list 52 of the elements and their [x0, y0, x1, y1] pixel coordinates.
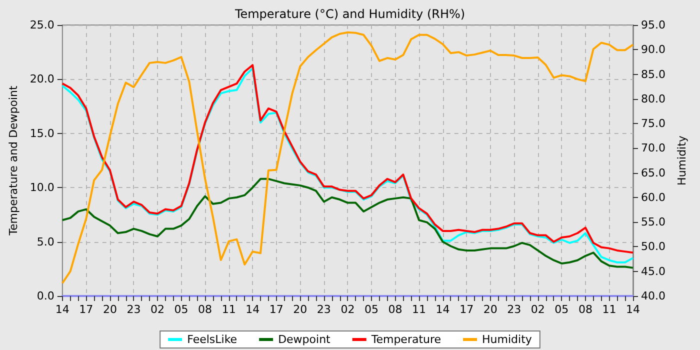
y2-tick-label: 50.0 [641, 240, 666, 254]
x-tick-label: 20 [483, 303, 498, 316]
legend-label: Dewpoint [278, 333, 332, 346]
x-tick-label: 02 [340, 303, 355, 316]
x-tick-label: 20 [102, 303, 117, 316]
x-tick-label: 20 [293, 303, 308, 316]
line-series [61, 31, 634, 284]
x-tick-label: 14 [55, 303, 70, 316]
x-tick-label: 05 [554, 303, 569, 316]
y2-tick-label: 70.0 [641, 142, 666, 155]
y2-tick-label: 55.0 [641, 216, 666, 229]
y-tick-label: 5.0 [36, 235, 54, 248]
x-tick-label: 08 [388, 303, 402, 316]
x-tick-label: 17 [79, 303, 94, 316]
x-tick-label: 23 [507, 303, 522, 316]
legend-label: Temperature [370, 333, 442, 346]
y2-tick-label: 90.0 [641, 43, 666, 56]
y2-tick-label: 60.0 [641, 190, 666, 204]
y-tick-label: 25.0 [30, 18, 54, 32]
x-tick-label: 14 [436, 303, 450, 316]
x-tick-label: 14 [246, 303, 260, 316]
x-tick-label: 17 [269, 303, 284, 316]
x-tick-label: 23 [126, 303, 141, 316]
legend-label: Humidity [482, 333, 532, 346]
x-tick-label: 05 [174, 303, 188, 316]
y-tick-label: 15.0 [30, 126, 54, 140]
x-tick-label: 17 [460, 303, 474, 316]
y2-tick-label: 75.0 [641, 117, 666, 130]
legend-label: FeelsLike [187, 333, 238, 346]
y-axis-title: Temperature and Dewpoint [7, 84, 20, 236]
x-tick-label: 02 [530, 303, 545, 316]
x-tick-label: 11 [412, 303, 426, 316]
y2-axis-title: Humidity [675, 135, 688, 186]
x-tick-label: 08 [198, 303, 212, 316]
x-tick-label: 14 [626, 303, 640, 316]
x-tick-label: 02 [150, 303, 164, 316]
x-tick-label: 08 [578, 303, 592, 316]
x-tick-label: 11 [222, 303, 236, 316]
x-tick-label: 23 [316, 303, 331, 316]
x-tick-label: 11 [602, 303, 616, 316]
y2-tick-label: 85.0 [641, 68, 666, 81]
y2-tick-label: 40.0 [641, 290, 666, 302]
y2-tick-label: 45.0 [641, 264, 666, 278]
y2-tick-label: 65.0 [641, 166, 666, 180]
y-tick-label: 0.0 [36, 290, 54, 302]
x-tick-label: 05 [364, 303, 378, 316]
chart-title: Temperature (°C) and Humidity (RH%) [234, 7, 466, 21]
y-tick-label: 20.0 [30, 72, 54, 86]
y2-tick-label: 95.0 [641, 18, 666, 32]
line-series [61, 178, 634, 269]
y-tick-label: 10.0 [30, 181, 54, 194]
y2-tick-label: 80.0 [641, 92, 666, 106]
